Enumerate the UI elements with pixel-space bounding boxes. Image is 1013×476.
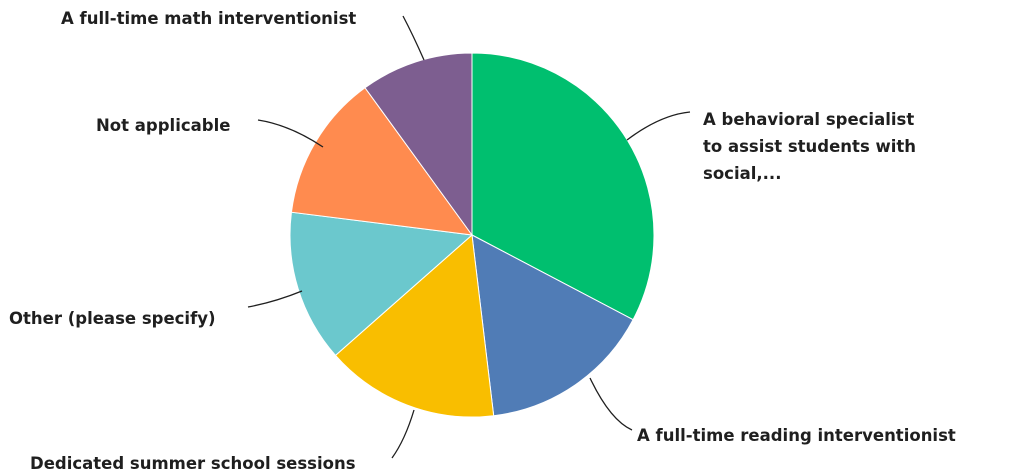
label-not-applicable: Not applicable (96, 116, 230, 135)
leader-other (247, 290, 303, 308)
pie-slice-math-interventionist (364, 52, 473, 237)
pie-slice-other (289, 211, 474, 357)
pie-slice-behavioral-specialist (471, 52, 655, 321)
leader-reading-interventionist (589, 377, 633, 431)
pie-slice-reading-interventionist (471, 234, 634, 417)
pie-slices (289, 52, 655, 418)
leader-math-interventionist (402, 15, 425, 61)
leader-summer-school (391, 409, 415, 459)
label-other: Other (please specify) (9, 309, 216, 328)
label-math-interventionist: A full-time math interventionist (61, 9, 356, 28)
label-behavioral-specialist: A behavioral specialist to assist studen… (703, 110, 922, 183)
leader-not-applicable (257, 119, 324, 148)
leader-behavioral-specialist (626, 111, 691, 141)
leader-lines (247, 15, 691, 459)
label-reading-interventionist: A full-time reading interventionist (637, 426, 956, 445)
label-summer-school: Dedicated summer school sessions (30, 454, 356, 473)
pie-slice-summer-school (334, 233, 495, 418)
